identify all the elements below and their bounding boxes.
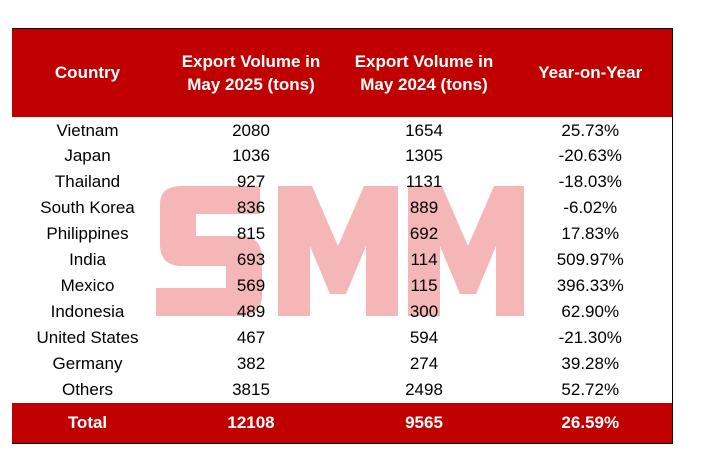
cell-country: Germany [52,353,123,373]
cell-may-2024: 114 [410,249,438,269]
cell-country: India [69,249,106,269]
header-year-on-year: Year-on-Year [509,28,673,117]
table-row: United States 467 594 -21.30% [12,324,673,351]
table-row: Philippines 815 692 17.83% [12,220,673,247]
cell-may-2025: 489 [236,301,266,321]
cell-yoy: 17.83% [509,220,673,247]
cell-may-2024: 1305 [405,145,443,165]
cell-may-2024: 300 [409,301,439,321]
table-row: Others 3815 2498 52.72% [12,376,673,403]
cell-may-2024: 889 [409,197,439,217]
table-row: South Korea 836 889 -6.02% [12,194,673,221]
header-country: Country [12,28,163,117]
cell-may-2025: 836 [236,197,266,217]
cell-may-2025: 815 [236,223,266,243]
total-may-2025: 12108 [163,402,339,444]
cell-yoy: -18.03% [509,168,673,195]
cell-may-2025: 382 [236,353,266,373]
cell-may-2024: 2498 [405,379,443,399]
table-total-row: Total 12108 9565 26.59% [12,402,673,444]
cell-may-2024: 274 [409,353,439,373]
total-may-2024: 9565 [339,402,509,444]
cell-yoy: 62.90% [509,298,673,325]
cell-yoy: 25.73% [509,116,673,143]
cell-may-2025: 569 [236,275,266,295]
total-yoy: 26.59% [509,402,673,444]
table-row: Indonesia 489 300 62.90% [12,298,673,325]
cell-may-2024: 594 [409,327,439,347]
cell-may-2024: 1131 [405,171,443,191]
cell-yoy: 52.72% [509,376,673,403]
cell-yoy: 39.28% [509,350,673,377]
export-volume-table-wrapper: Country Export Volume in May 2025 (tons)… [12,28,673,444]
cell-yoy: -6.02% [509,194,673,221]
cell-may-2024: 692 [409,223,439,243]
cell-may-2024: 115 [410,275,438,295]
cell-may-2025: 693 [236,249,266,269]
header-may-2024: Export Volume in May 2024 (tons) [339,28,509,117]
cell-may-2024: 1654 [405,120,443,140]
header-may-2025: Export Volume in May 2025 (tons) [163,28,339,117]
table-row: Japan 1036 1305 -20.63% [12,142,673,169]
cell-country: Japan [64,145,111,165]
cell-country: United States [36,327,139,347]
table-row: India 693 114 509.97% [12,246,673,273]
cell-country: Indonesia [50,301,125,321]
cell-country: Others [61,379,114,399]
table-row: Thailand 927 1131 -18.03% [12,168,673,195]
cell-yoy: 396.33% [509,272,673,299]
cell-yoy: 509.97% [509,246,673,273]
table-row: Mexico 569 115 396.33% [12,272,673,299]
cell-country: Philippines [46,223,129,243]
cell-may-2025: 927 [236,171,266,191]
cell-may-2025: 3815 [232,379,270,399]
export-volume-table: Country Export Volume in May 2025 (tons)… [12,28,673,444]
table-row: Vietnam 2080 1654 25.73% [12,116,673,143]
table-header-row: Country Export Volume in May 2025 (tons)… [12,28,673,117]
cell-country: Vietnam [56,120,119,140]
cell-may-2025: 1036 [232,145,270,165]
total-label: Total [12,402,163,444]
cell-country: South Korea [40,197,135,217]
cell-yoy: -21.30% [509,324,673,351]
cell-may-2025: 2080 [232,120,270,140]
cell-may-2025: 467 [236,327,266,347]
cell-country: Thailand [54,171,121,191]
table-row: Germany 382 274 39.28% [12,350,673,377]
cell-country: Mexico [60,275,115,295]
cell-yoy: -20.63% [509,142,673,169]
